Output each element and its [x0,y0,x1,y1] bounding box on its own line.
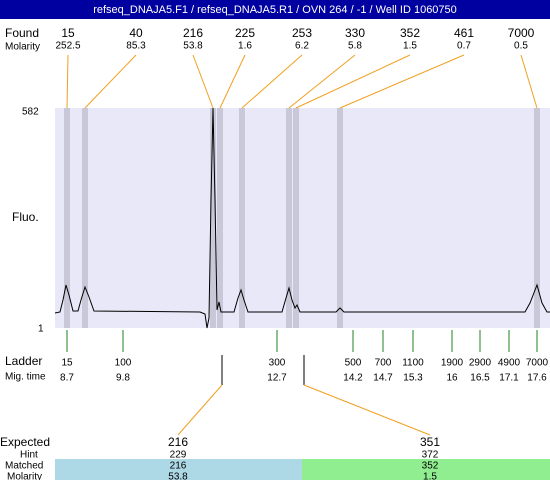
found-molarity: 5.8 [348,41,362,52]
matched-bar [302,459,550,480]
ladder-time: 12.7 [267,373,287,384]
matched-bar [55,459,302,480]
matched-molarity: 1.5 [423,472,437,480]
peak-connector [339,54,465,109]
expected-connector [303,384,431,436]
ladder-size: 700 [375,358,392,369]
ladder-label: Ladder [5,354,42,368]
peak-connector [520,54,538,109]
matched-size: 216 [170,461,187,472]
mig-time-label: Mig. time [5,372,46,383]
peak-connector [241,54,303,109]
hint-label: Hint [20,450,38,461]
ladder-time: 8.7 [60,373,74,384]
found-molarity: 1.5 [403,41,417,52]
peak-band [239,108,245,328]
ladder-size: 7000 [526,358,549,369]
ladder-time: 17.6 [527,373,547,384]
ladder-size: 500 [345,358,362,369]
title: refseq_DNAJA5.F1 / refseq_DNAJA5.R1 / OV… [93,4,457,16]
ladder-size: 300 [269,358,286,369]
ladder-time: 16.5 [470,373,490,384]
ladder-size: 1900 [441,358,464,369]
ladder-size: 1100 [402,358,424,369]
peak-connector [288,54,356,109]
ladder-time: 14.2 [343,373,363,384]
found-size: 7000 [508,26,535,40]
expected-label: Expected [0,435,50,449]
hint-size: 372 [422,450,439,461]
ladder-time: 16 [446,373,458,384]
found-molarity: 85.3 [126,41,146,52]
peak-connector [192,54,214,109]
peak-connector [295,54,411,109]
found-size: 15 [61,26,75,40]
found-size: 352 [400,26,420,40]
matched-label: Matched [5,461,43,472]
matched-molarity: 53.8 [168,472,188,480]
found-label: Found [5,26,39,40]
title-bar [0,0,550,19]
matched-size: 352 [422,461,439,472]
ladder-time: 14.7 [373,373,393,384]
y-max-label: 582 [22,107,39,118]
molarity-label: Molarity [7,472,42,480]
peak-band [217,108,223,328]
ladder-size: 15 [61,358,73,369]
found-molarity: 0.5 [514,41,528,52]
peak-band [534,108,540,328]
peak-connector [219,54,246,109]
ladder-time: 9.8 [116,373,130,384]
expected-size: 351 [420,435,440,449]
hint-size: 229 [170,450,187,461]
ladder-time: 17.1 [499,373,519,384]
found-size: 461 [454,26,474,40]
found-size: 253 [292,26,312,40]
peak-band [337,108,343,328]
peak-band [210,108,216,328]
peak-connector [84,54,137,109]
peak-connector [66,54,69,109]
found-molarity: 53.8 [183,41,203,52]
molarity-label: Molarity [5,42,40,53]
peak-band [286,108,292,328]
ladder-size: 100 [115,358,132,369]
expected-size: 216 [168,435,188,449]
peak-band [64,108,70,328]
ladder-size: 4900 [498,358,521,369]
found-molarity: 0.7 [457,41,471,52]
peak-band [293,108,299,328]
ladder-time: 15.3 [403,373,423,384]
plot-area [55,108,550,328]
found-size: 330 [345,26,365,40]
peak-band [82,108,88,328]
y-axis-label: Fluo. [12,210,39,224]
found-molarity: 6.2 [295,41,309,52]
found-size: 40 [129,26,143,40]
found-size: 216 [183,26,203,40]
found-size: 225 [235,26,255,40]
y-min-label: 1 [38,324,44,335]
found-molarity: 252.5 [55,41,80,52]
found-molarity: 1.6 [238,41,252,52]
ladder-size: 2900 [469,358,492,369]
expected-connector [177,384,223,436]
fluorescence-trace [54,107,550,329]
